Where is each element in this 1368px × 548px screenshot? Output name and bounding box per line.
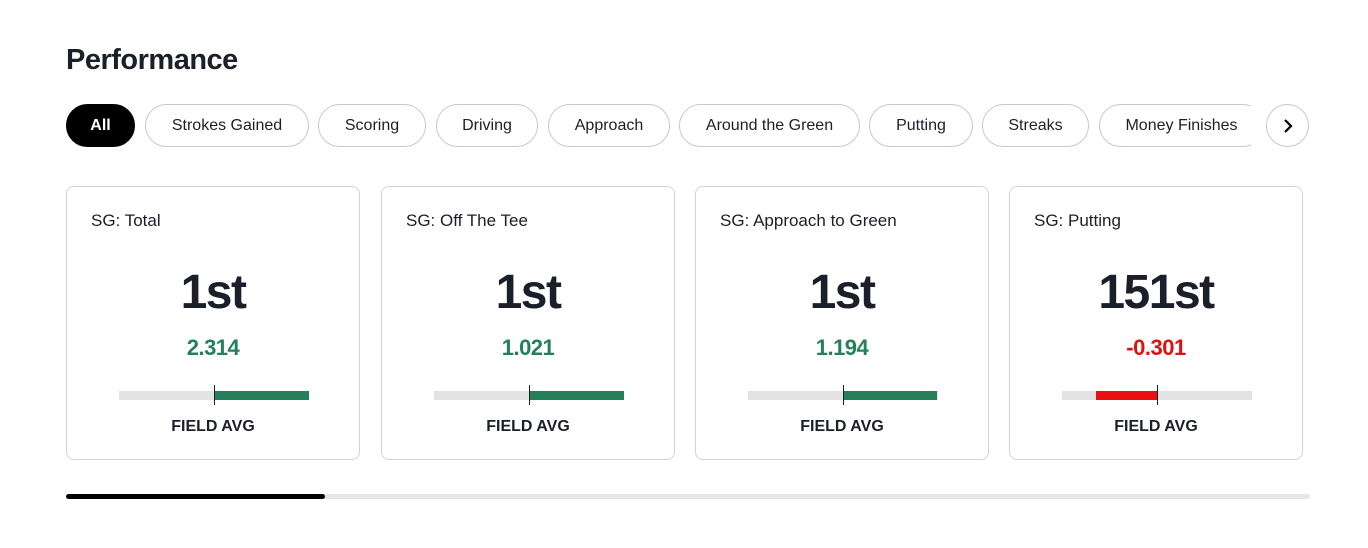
bar-label: FIELD AVG bbox=[171, 418, 255, 435]
stat-card: SG: Total 1st 2.314 FIELD AVG bbox=[66, 186, 360, 460]
bar-label: FIELD AVG bbox=[800, 418, 884, 435]
tab-bar: All Strokes Gained Scoring Driving Appro… bbox=[66, 104, 1251, 148]
scroll-thumb[interactable] bbox=[66, 494, 325, 499]
tab[interactable]: Approach bbox=[548, 104, 670, 147]
tab[interactable]: Putting bbox=[869, 104, 973, 147]
section-title: Performance bbox=[66, 44, 238, 76]
bar-track bbox=[1062, 385, 1252, 405]
rank: 1st bbox=[180, 266, 247, 319]
tab[interactable]: Around the Green bbox=[679, 104, 860, 147]
avg-tick bbox=[214, 385, 215, 405]
tab[interactable]: Money Finishes bbox=[1099, 104, 1251, 147]
bar-fill bbox=[843, 391, 937, 400]
chevron-icon bbox=[1284, 119, 1293, 133]
bar-track bbox=[748, 385, 938, 405]
card-title: SG: Total bbox=[91, 211, 161, 230]
tab[interactable]: Scoring bbox=[318, 104, 426, 147]
tab[interactable]: All bbox=[66, 104, 135, 147]
rank: 1st bbox=[495, 266, 562, 319]
bar-fill bbox=[1096, 391, 1157, 400]
scrollbar[interactable] bbox=[66, 494, 1310, 499]
stat-card: SG: Approach to Green 1st 1.194 FIELD AV… bbox=[695, 186, 989, 460]
stat-value: 1.194 bbox=[815, 335, 869, 360]
card-title: SG: Putting bbox=[1034, 211, 1121, 230]
bar-fill bbox=[529, 391, 624, 400]
tab[interactable]: Strokes Gained bbox=[145, 104, 309, 147]
stat-card: SG: Putting 151st -0.301 FIELD AVG bbox=[1009, 186, 1303, 460]
tab[interactable]: Driving bbox=[436, 104, 538, 147]
avg-tick bbox=[529, 385, 530, 405]
bar-fill bbox=[214, 391, 309, 400]
bar-label: FIELD AVG bbox=[486, 418, 570, 435]
rank: 1st bbox=[809, 266, 876, 319]
stat-card: SG: Off The Tee 1st 1.021 FIELD AVG bbox=[381, 186, 675, 460]
rank: 151st bbox=[1098, 266, 1215, 319]
stat-value: 2.314 bbox=[186, 335, 240, 360]
stat-value: 1.021 bbox=[501, 335, 555, 360]
card-title: SG: Off The Tee bbox=[406, 211, 528, 230]
avg-tick bbox=[843, 385, 844, 405]
tab[interactable]: Streaks bbox=[982, 104, 1089, 147]
bar-track bbox=[434, 385, 624, 405]
avg-tick bbox=[1157, 385, 1158, 405]
bar-track bbox=[119, 385, 309, 405]
bar-label: FIELD AVG bbox=[1114, 418, 1198, 435]
stat-value: -0.301 bbox=[1126, 335, 1186, 360]
next-button[interactable] bbox=[1266, 104, 1309, 147]
card-title: SG: Approach to Green bbox=[720, 211, 897, 230]
